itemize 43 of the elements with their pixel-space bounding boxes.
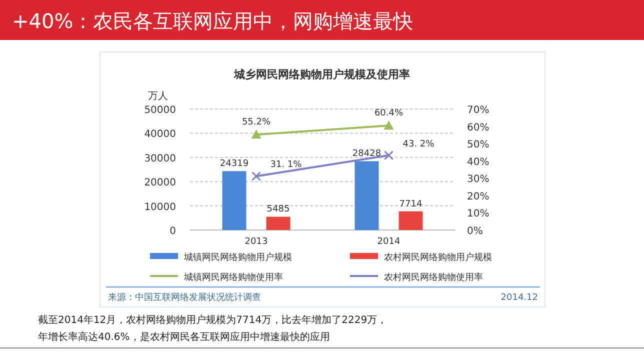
bar [398,211,423,230]
y2-tick-label: 70% [467,105,490,116]
y-tick-label: 50000 [144,105,176,116]
y2-tick-label: 10% [467,208,490,220]
x-tick-label: 2013 [244,237,268,247]
y2-tick-label: 50% [467,140,490,151]
chart-subtitle: 城乡网民网络购物用户规模及使用率 [233,68,410,81]
y-tick-label: 20000 [144,178,176,189]
point [384,120,394,130]
y2-tick-label: 40% [467,156,490,168]
y-tick-label: 10000 [144,202,176,213]
x-tick-label: 2014 [377,237,400,247]
data-label: 43. 2% [402,139,435,150]
point [384,150,394,160]
data-label: 5485 [266,204,290,215]
legend-label: 城镇网民网络购物用户规模 [183,252,292,263]
data-label: 31. 1% [270,160,302,170]
bar [266,216,290,230]
data-label: 55.2% [242,118,271,128]
source-note: 来源：中国互联网络发展状况统计调查 [108,292,261,303]
y-tick-label: 40000 [144,129,176,140]
y2-tick-label: 20% [467,191,490,202]
y2-tick-label: 30% [467,174,490,186]
legend-label: 城镇网民网络购物使用率 [183,272,283,283]
y2-tick-label: 60% [467,122,490,134]
bar [354,161,379,230]
text: 年增长率高达40.6%，是农村网民各互联网应用中增速最快的应用 [38,331,330,343]
y-tick-label: 0 [170,226,176,237]
chart-title: +40%：农民各互联网应用中，网购增速最快 [12,9,414,33]
y-axis-title: 万人 [148,91,168,102]
text: 2014.12 [500,293,538,303]
y2-tick-label: 0% [467,226,483,237]
data-label: 24319 [220,159,249,170]
legend-label: 农村网民网络购物用户规模 [384,252,492,263]
bar [222,171,246,230]
data-label: 28428 [352,149,382,160]
text: 截至2014年12月，农村网络购物用户规模为7714万，比去年增加了2229万， [38,314,388,326]
y-tick-label: 30000 [144,153,176,164]
data-label: 60.4% [374,108,404,119]
point [252,171,261,181]
data-label: 7714 [399,199,422,210]
point [251,130,262,139]
legend-label: 农村网民网络购物使用率 [384,272,483,283]
